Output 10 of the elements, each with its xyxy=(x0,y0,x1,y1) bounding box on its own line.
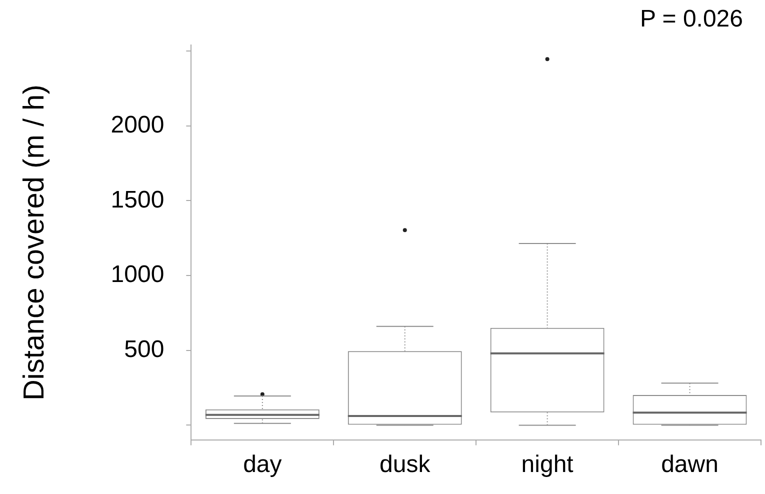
x-tick-label: day xyxy=(243,451,282,478)
y-tick-label: 500 xyxy=(124,336,164,364)
y-tick-label: 1000 xyxy=(110,261,164,288)
x-tick-label: night xyxy=(521,451,574,478)
y-axis-title: Distance covered (m / h) xyxy=(18,84,50,401)
y-tick-label: 1500 xyxy=(110,186,164,214)
x-tick-label: dawn xyxy=(661,451,718,478)
text: P = 0.026 xyxy=(640,6,743,33)
x-tick-label: dusk xyxy=(380,451,432,478)
y-tick-label: 2000 xyxy=(110,111,164,138)
